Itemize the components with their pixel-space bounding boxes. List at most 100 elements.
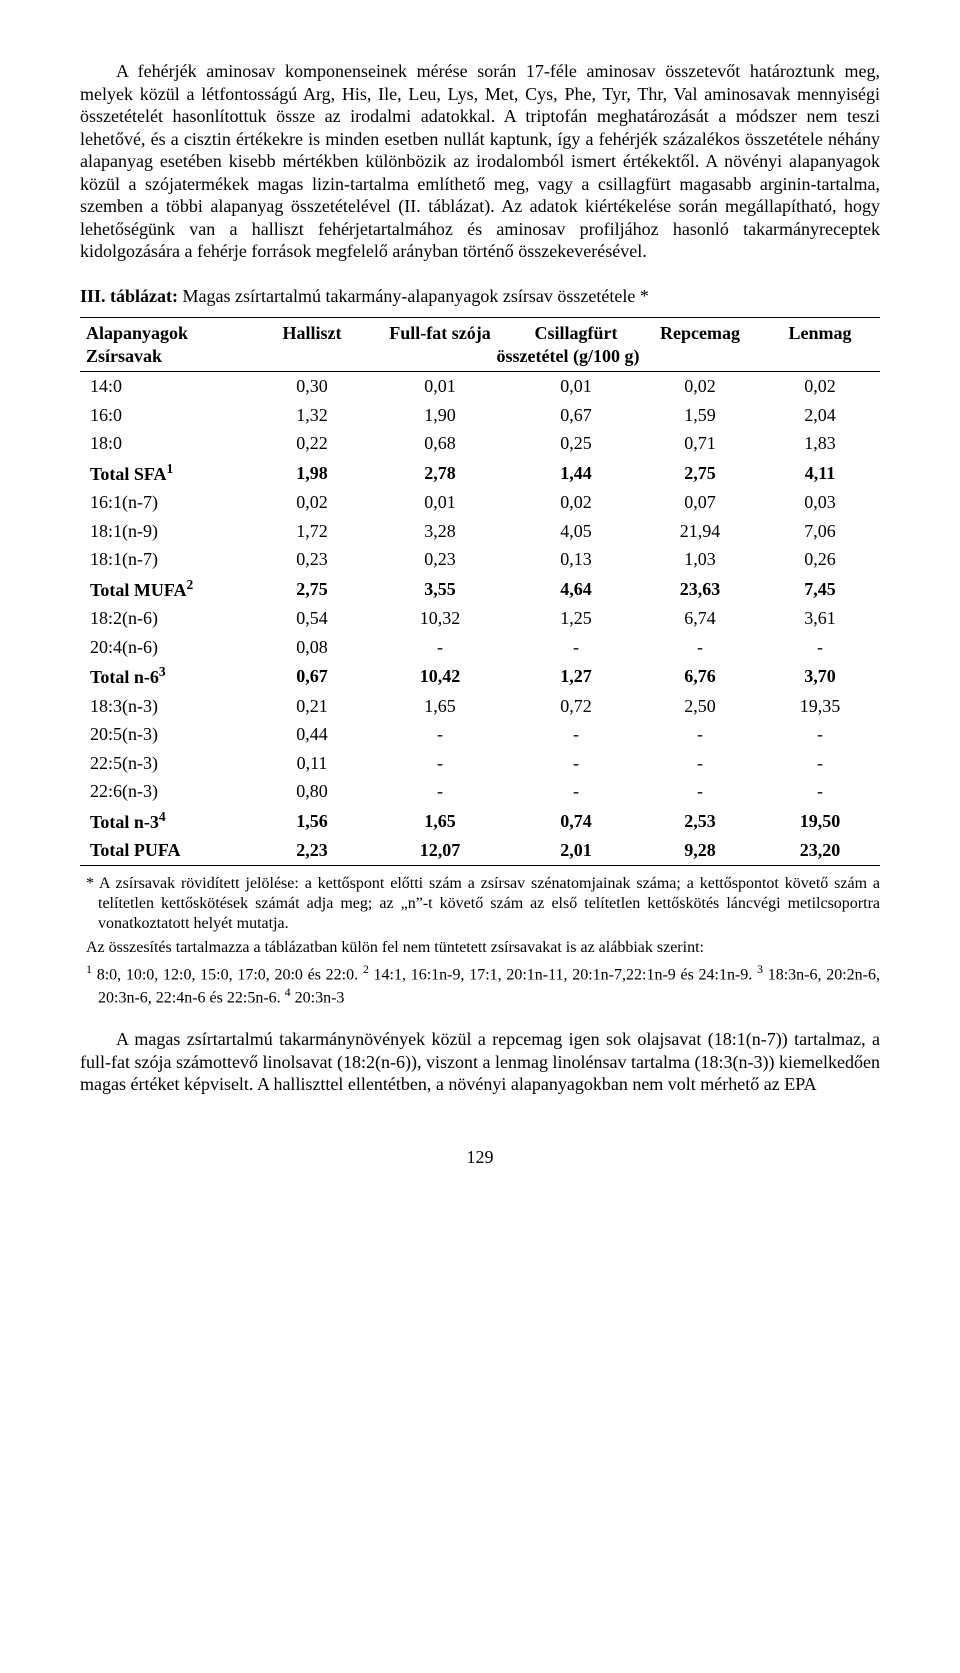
- table-title-label: III. táblázat:: [80, 286, 178, 306]
- cell-value: 7,06: [760, 517, 880, 546]
- cell-value: 0,71: [640, 429, 760, 458]
- cell-value: -: [640, 633, 760, 662]
- cell-value: 0,02: [760, 372, 880, 401]
- cell-value: 0,26: [760, 545, 880, 574]
- cell-value: 1,03: [640, 545, 760, 574]
- closing-paragraph: A magas zsírtartalmú takarmánynövények k…: [80, 1028, 880, 1096]
- cell-value: 0,02: [512, 488, 640, 517]
- col-header-5: Lenmag: [760, 318, 880, 345]
- row-label: 16:1(n-7): [80, 488, 256, 517]
- cell-value: 1,59: [640, 401, 760, 430]
- cell-value: 0,44: [256, 720, 368, 749]
- cell-value: 0,23: [256, 545, 368, 574]
- cell-value: 0,72: [512, 692, 640, 721]
- cell-value: 3,28: [368, 517, 512, 546]
- cell-value: -: [368, 777, 512, 806]
- cell-value: 0,67: [512, 401, 640, 430]
- table-row: Total SFA11,982,781,442,754,11: [80, 458, 880, 489]
- cell-value: 0,80: [256, 777, 368, 806]
- row-label: 20:5(n-3): [80, 720, 256, 749]
- cell-value: 2,78: [368, 458, 512, 489]
- cell-value: 1,65: [368, 806, 512, 837]
- cell-value: 9,28: [640, 836, 760, 865]
- cell-value: 2,50: [640, 692, 760, 721]
- table-row: 16:1(n-7)0,020,010,020,070,03: [80, 488, 880, 517]
- cell-value: -: [760, 720, 880, 749]
- fatty-acid-table: Alapanyagok Halliszt Full-fat szója Csil…: [80, 317, 880, 866]
- cell-value: 0,23: [368, 545, 512, 574]
- table-row: 18:00,220,680,250,711,83: [80, 429, 880, 458]
- table-row: 18:2(n-6)0,5410,321,256,743,61: [80, 604, 880, 633]
- table-row: 18:1(n-9)1,723,284,0521,947,06: [80, 517, 880, 546]
- cell-value: 1,65: [368, 692, 512, 721]
- cell-value: 0,08: [256, 633, 368, 662]
- row-label: 20:4(n-6): [80, 633, 256, 662]
- footnote-2-detail: 1 8:0, 10:0, 12:0, 15:0, 17:0, 20:0 és 2…: [80, 962, 880, 1009]
- cell-value: 2,04: [760, 401, 880, 430]
- cell-value: -: [512, 749, 640, 778]
- row-label: 16:0: [80, 401, 256, 430]
- table-title: III. táblázat: Magas zsírtartalmú takarm…: [80, 285, 880, 308]
- col-header-2: Full-fat szója: [368, 318, 512, 345]
- col-header-1: Halliszt: [256, 318, 368, 345]
- row-label: 14:0: [80, 372, 256, 401]
- table-row: 22:5(n-3)0,11----: [80, 749, 880, 778]
- col-header-3: Csillagfürt: [512, 318, 640, 345]
- cell-value: 6,76: [640, 661, 760, 692]
- cell-value: 2,53: [640, 806, 760, 837]
- table-title-rest: Magas zsírtartalmú takarmány-alapanyagok…: [178, 286, 649, 306]
- cell-value: 6,74: [640, 604, 760, 633]
- table-row: Total MUFA22,753,554,6423,637,45: [80, 574, 880, 605]
- cell-value: 1,44: [512, 458, 640, 489]
- cell-value: 2,23: [256, 836, 368, 865]
- cell-value: -: [368, 633, 512, 662]
- table-header-row-2: Zsírsavak összetétel (g/100 g): [80, 345, 880, 372]
- table-row: Total PUFA2,2312,072,019,2823,20: [80, 836, 880, 865]
- cell-value: 4,11: [760, 458, 880, 489]
- cell-value: 0,01: [368, 372, 512, 401]
- cell-value: 0,22: [256, 429, 368, 458]
- cell-value: 3,55: [368, 574, 512, 605]
- cell-value: 1,32: [256, 401, 368, 430]
- col-header-4: Repcemag: [640, 318, 760, 345]
- cell-value: 12,07: [368, 836, 512, 865]
- cell-value: 0,30: [256, 372, 368, 401]
- cell-value: 3,70: [760, 661, 880, 692]
- cell-value: 0,54: [256, 604, 368, 633]
- cell-value: 4,05: [512, 517, 640, 546]
- cell-value: -: [640, 777, 760, 806]
- cell-value: 0,13: [512, 545, 640, 574]
- cell-value: 1,98: [256, 458, 368, 489]
- table-row: 22:6(n-3)0,80----: [80, 777, 880, 806]
- row-header-label: Zsírsavak: [80, 345, 256, 372]
- footnote-2-intro: Az összesítés tartalmazza a táblázatban …: [80, 938, 880, 958]
- cell-value: -: [760, 777, 880, 806]
- table-row: 20:4(n-6)0,08----: [80, 633, 880, 662]
- cell-value: -: [512, 720, 640, 749]
- cell-value: 10,42: [368, 661, 512, 692]
- cell-value: -: [368, 720, 512, 749]
- cell-value: -: [640, 720, 760, 749]
- cell-value: 0,74: [512, 806, 640, 837]
- units-header: összetétel (g/100 g): [256, 345, 880, 372]
- table-row: Total n-341,561,650,742,5319,50: [80, 806, 880, 837]
- row-label: Total MUFA2: [80, 574, 256, 605]
- cell-value: 0,02: [256, 488, 368, 517]
- cell-value: 0,68: [368, 429, 512, 458]
- row-label: Total PUFA: [80, 836, 256, 865]
- cell-value: 2,01: [512, 836, 640, 865]
- row-label: 22:5(n-3): [80, 749, 256, 778]
- cell-value: 0,01: [512, 372, 640, 401]
- table-row: 20:5(n-3)0,44----: [80, 720, 880, 749]
- cell-value: -: [760, 633, 880, 662]
- col-header-0: Alapanyagok: [80, 318, 256, 345]
- cell-value: 19,50: [760, 806, 880, 837]
- cell-value: -: [640, 749, 760, 778]
- cell-value: 3,61: [760, 604, 880, 633]
- cell-value: 2,75: [256, 574, 368, 605]
- cell-value: 7,45: [760, 574, 880, 605]
- cell-value: 4,64: [512, 574, 640, 605]
- row-label: 18:1(n-7): [80, 545, 256, 574]
- table-header-row-1: Alapanyagok Halliszt Full-fat szója Csil…: [80, 318, 880, 345]
- row-label: 18:2(n-6): [80, 604, 256, 633]
